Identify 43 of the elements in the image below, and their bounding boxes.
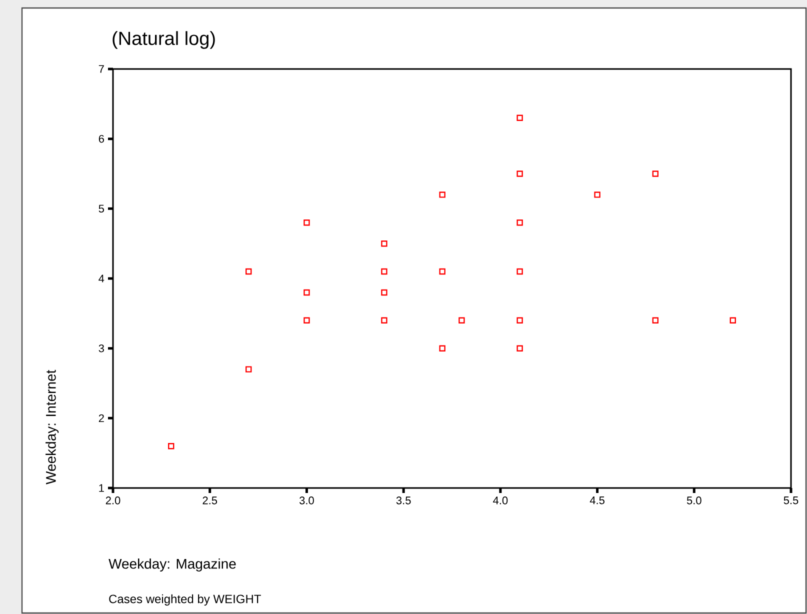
- point: [439, 192, 446, 198]
- y-tick-label: 6: [98, 134, 104, 143]
- y-axis-title: Weekday: Internet: [46, 370, 59, 484]
- y-tick-label: 2: [98, 414, 104, 422]
- x-tick-label: 3.0: [299, 496, 314, 504]
- x-tick-label: 2.0: [106, 496, 120, 504]
- y-tick-label: 7: [98, 65, 104, 73]
- point: [458, 317, 465, 324]
- x-tick-label: 2.5: [202, 496, 218, 504]
- text: Cases weighted by WEIGHT: [109, 594, 261, 606]
- point: [516, 317, 523, 324]
- point: [439, 268, 446, 275]
- x-tick-label: 3.5: [396, 496, 411, 504]
- point: [246, 366, 252, 372]
- point: [304, 220, 310, 226]
- x-tick-label: 5.5: [784, 496, 798, 504]
- point: [381, 317, 388, 324]
- point: [516, 268, 523, 275]
- point: [594, 192, 600, 198]
- chart-title: (Natural log): [112, 31, 215, 49]
- point: [381, 240, 388, 247]
- point: [381, 289, 388, 296]
- point: [516, 114, 523, 121]
- point: [304, 317, 310, 324]
- point: [516, 170, 523, 177]
- point: [516, 220, 523, 226]
- point: [168, 443, 174, 450]
- y-tick-label: 5: [98, 204, 104, 213]
- point: [246, 268, 252, 275]
- x-axis-title: Weekday: Magazine: [108, 558, 236, 572]
- y-tick-label: 4: [98, 274, 104, 282]
- point: [381, 268, 388, 275]
- point: [652, 317, 658, 324]
- x-tick-label: 5.0: [686, 496, 702, 504]
- x-tick-label: 4.0: [493, 496, 508, 504]
- y-tick-label: 1: [99, 484, 104, 492]
- x-tick-label: 4.5: [590, 496, 604, 504]
- y-tick-label: 3: [98, 344, 104, 352]
- point: [304, 289, 310, 296]
- point: [730, 317, 736, 324]
- point: [516, 345, 523, 352]
- point: [652, 170, 658, 177]
- point: [439, 345, 446, 352]
